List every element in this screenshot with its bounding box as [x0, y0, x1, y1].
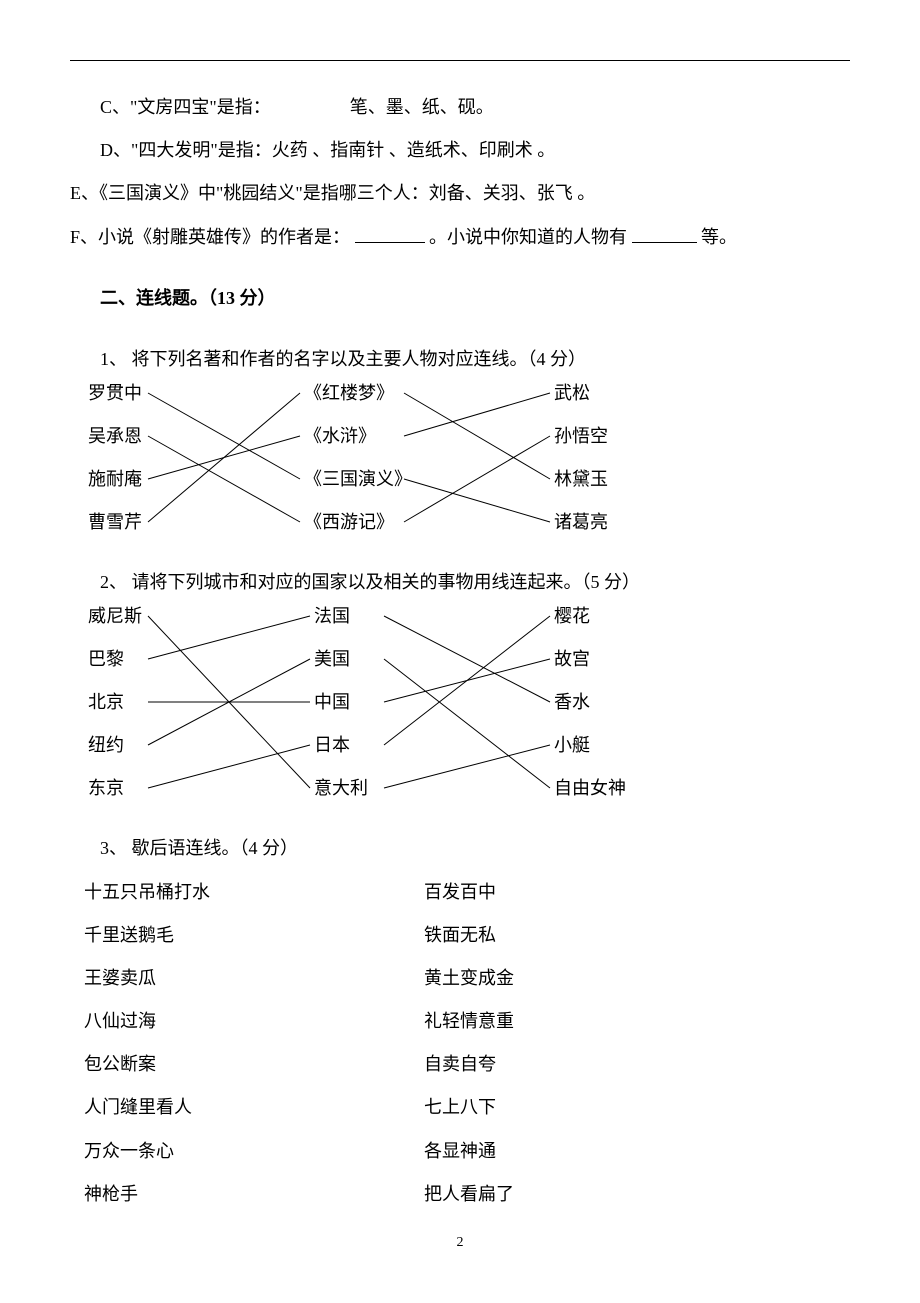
- svg-text:诸葛亮: 诸葛亮: [554, 512, 608, 532]
- q3-left: 人门缝里看人: [84, 1086, 424, 1129]
- q3-list: 十五只吊桶打水百发百中千里送鹅毛铁面无私王婆卖瓜黄土变成金八仙过海礼轻情意重包公…: [70, 871, 850, 1217]
- q3-row: 万众一条心各显神通: [84, 1130, 850, 1173]
- svg-text:意大利: 意大利: [314, 778, 368, 798]
- q3-left: 万众一条心: [84, 1130, 424, 1173]
- q-c-answer: 笔、墨、纸、砚。: [350, 97, 494, 117]
- q3-row: 八仙过海礼轻情意重: [84, 1000, 850, 1043]
- svg-text:《西游记》: 《西游记》: [304, 512, 394, 532]
- q-c-prefix: C、"文房四宝"是指：: [100, 97, 271, 117]
- svg-text:《水浒》: 《水浒》: [304, 426, 376, 446]
- q3-left: 包公断案: [84, 1043, 424, 1086]
- q1-diagram: 罗贯中 《红楼梦》 武松吴承恩 《水浒》 孙悟空施耐庵 《三国演义》 林黛玉曹雪芹 《西游记》…: [84, 381, 850, 561]
- q-f-mid: 。小说中你知道的人物有: [429, 227, 627, 247]
- svg-text:北京: 北京: [88, 692, 124, 712]
- q3-row: 人门缝里看人七上八下: [84, 1086, 850, 1129]
- svg-text:日本: 日本: [314, 735, 350, 755]
- q3-left: 神枪手: [84, 1173, 424, 1216]
- q2-diagram: 威尼斯 法国 樱花巴黎 美国 故宫北京 中国 香水纽约 日本 小艇东京 意大利 自由女神: [84, 604, 850, 827]
- page-border-top: [70, 60, 850, 61]
- q3-right: 礼轻情意重: [424, 1000, 514, 1043]
- svg-text:《三国演义》: 《三国演义》: [304, 469, 412, 489]
- svg-text:曹雪芹: 曹雪芹: [88, 512, 142, 532]
- q3-right: 把人看扁了: [424, 1173, 514, 1216]
- svg-text:《红楼梦》: 《红楼梦》: [304, 383, 394, 403]
- svg-text:樱花: 樱花: [554, 606, 590, 626]
- q-f-suffix: 等。: [701, 227, 737, 247]
- q-f-blank-1[interactable]: [355, 224, 425, 243]
- q3-row: 十五只吊桶打水百发百中: [84, 871, 850, 914]
- q3-right: 自卖自夸: [424, 1043, 496, 1086]
- svg-text:小艇: 小艇: [554, 735, 590, 755]
- svg-text:纽约: 纽约: [88, 735, 124, 755]
- q3-row: 包公断案自卖自夸: [84, 1043, 850, 1086]
- q3-right: 铁面无私: [424, 914, 496, 957]
- svg-text:孙悟空: 孙悟空: [554, 426, 608, 446]
- svg-text:法国: 法国: [314, 606, 350, 626]
- svg-text:吴承恩: 吴承恩: [88, 426, 142, 446]
- svg-text:自由女神: 自由女神: [554, 778, 626, 798]
- q3-right: 黄土变成金: [424, 957, 514, 1000]
- q3-row: 神枪手把人看扁了: [84, 1173, 850, 1216]
- q-f: F、小说《射雕英雄传》的作者是： 。小说中你知道的人物有 等。: [70, 216, 850, 259]
- q3-left: 八仙过海: [84, 1000, 424, 1043]
- q3-row: 王婆卖瓜黄土变成金: [84, 957, 850, 1000]
- q3-left: 千里送鹅毛: [84, 914, 424, 957]
- q-f-blank-2[interactable]: [632, 224, 697, 243]
- q3-left: 十五只吊桶打水: [84, 871, 424, 914]
- svg-text:故宫: 故宫: [554, 649, 590, 669]
- q3-right: 百发百中: [424, 871, 496, 914]
- q2-prompt: 2、 请将下列城市和对应的国家以及相关的事物用线连起来。（5 分）: [70, 561, 850, 604]
- svg-text:施耐庵: 施耐庵: [88, 469, 142, 489]
- svg-text:东京: 东京: [88, 778, 124, 798]
- q3-right: 各显神通: [424, 1130, 496, 1173]
- q3-left: 王婆卖瓜: [84, 957, 424, 1000]
- q3-row: 千里送鹅毛铁面无私: [84, 914, 850, 957]
- svg-text:巴黎: 巴黎: [88, 649, 124, 669]
- svg-text:威尼斯: 威尼斯: [88, 606, 142, 626]
- q-d: D、"四大发明"是指：火药 、指南针 、造纸术、印刷术 。: [70, 129, 850, 172]
- q-f-prefix: F、小说《射雕英雄传》的作者是：: [70, 227, 350, 247]
- page-number: 2: [70, 1226, 850, 1260]
- svg-text:武松: 武松: [554, 383, 590, 403]
- q-e: E、《三国演义》中"桃园结义"是指哪三个人：刘备、关羽、张飞 。: [70, 172, 850, 215]
- svg-text:罗贯中: 罗贯中: [88, 383, 142, 403]
- q3-right: 七上八下: [424, 1086, 496, 1129]
- q3-prompt: 3、 歇后语连线。（4 分）: [70, 827, 850, 870]
- section-title: 二、连线题。（13 分）: [70, 277, 850, 320]
- q1-prompt: 1、 将下列名著和作者的名字以及主要人物对应连线。（4 分）: [70, 338, 850, 381]
- q-c: C、"文房四宝"是指： 笔、墨、纸、砚。: [70, 86, 850, 129]
- svg-text:林黛玉: 林黛玉: [554, 469, 608, 489]
- svg-text:中国: 中国: [314, 692, 350, 712]
- svg-text:美国: 美国: [314, 649, 350, 669]
- svg-text:香水: 香水: [554, 692, 590, 712]
